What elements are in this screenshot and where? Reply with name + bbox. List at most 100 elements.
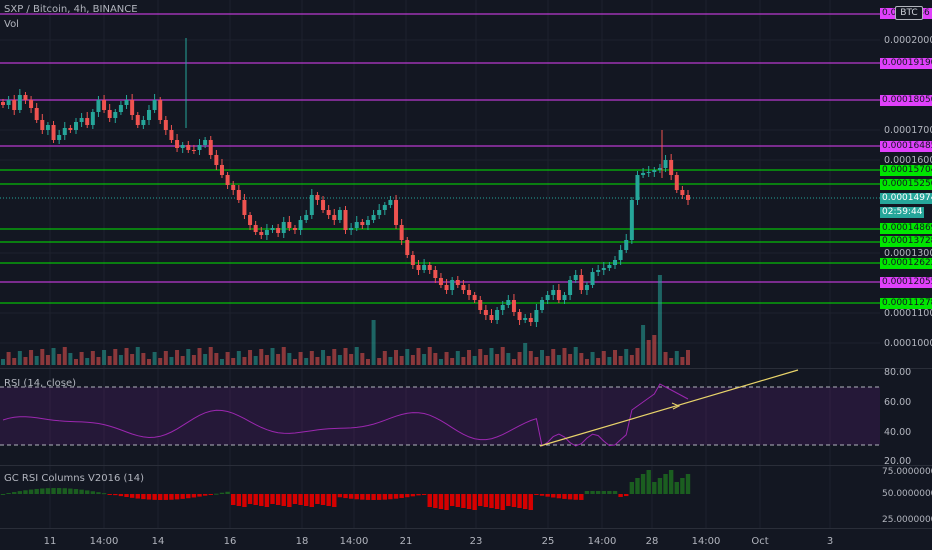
volume-bar <box>349 354 354 365</box>
candle-body <box>253 225 258 232</box>
volume-bar <box>118 355 123 365</box>
volume-bar <box>579 353 584 365</box>
gc-column <box>354 494 359 500</box>
volume-bar <box>135 347 140 365</box>
time-label: 28 <box>645 536 659 547</box>
gc-column <box>219 492 225 494</box>
candle-body <box>326 210 331 215</box>
gc-column <box>646 470 651 494</box>
volume-bar <box>337 355 342 365</box>
rsi-trendline <box>539 369 799 447</box>
volume-bar <box>180 356 185 365</box>
currency-badge[interactable]: BTC <box>895 6 923 20</box>
pane-separator-gc[interactable] <box>0 465 932 466</box>
gc-column <box>685 474 691 494</box>
volume-bar <box>483 355 488 365</box>
candle-body <box>12 100 17 110</box>
volume-bar <box>613 350 618 365</box>
price-tick: 0.00011000 <box>884 308 932 319</box>
gc-column <box>315 494 320 504</box>
candle-body <box>551 290 556 295</box>
candle-body <box>472 295 477 300</box>
rsi-legend[interactable]: RSI (14, close) <box>4 378 77 389</box>
volume-bar <box>629 355 634 365</box>
pane-separator-rsi[interactable] <box>0 368 932 369</box>
candle-body <box>489 315 494 320</box>
volume-bar <box>365 359 370 365</box>
volume-bar <box>607 357 612 365</box>
candle-body <box>607 265 612 268</box>
candle-body <box>663 160 668 168</box>
gc-column <box>652 482 657 494</box>
price-axis[interactable]: 0.00020000 0.00017000 0.00016000 0.00013… <box>880 0 932 368</box>
candle-body <box>135 115 140 125</box>
candle-body <box>315 195 320 200</box>
gc-column <box>202 494 208 496</box>
candle-body <box>236 190 241 200</box>
gc-column <box>556 494 562 499</box>
candle-body <box>416 265 421 270</box>
gc-column <box>85 490 90 494</box>
volume-bar <box>270 348 275 365</box>
gc-column <box>152 494 157 500</box>
level-label: 0.00011278 <box>880 298 932 309</box>
candle-body <box>455 280 460 285</box>
candle-body <box>410 255 415 265</box>
volume-bar <box>495 354 500 365</box>
volume-bar <box>264 355 269 365</box>
candle-body <box>382 205 387 210</box>
gc-column <box>6 493 11 495</box>
candle-body <box>276 228 281 233</box>
gc-column <box>56 488 62 494</box>
candle-body <box>130 100 135 115</box>
rsi-tick: 60.00 <box>884 397 912 408</box>
gc-column <box>365 494 371 500</box>
volume-bar <box>34 356 39 365</box>
candle-body <box>118 105 123 112</box>
volume-bar <box>51 348 56 365</box>
gc-column <box>90 491 96 494</box>
symbol-title[interactable]: SXP / Bitcoin, 4h, BINANCE <box>4 4 138 15</box>
volume-bar <box>326 356 331 365</box>
time-label: 14:00 <box>339 536 369 547</box>
gc-rsi-legend[interactable]: GC RSI Columns V2016 (14) <box>4 473 145 484</box>
candle-body <box>23 95 28 100</box>
volume-bar <box>646 340 651 365</box>
candle-body <box>601 268 606 270</box>
candle-body <box>517 312 522 320</box>
gc-column <box>376 494 382 500</box>
gc-column <box>253 494 258 505</box>
candle-body <box>281 222 286 233</box>
candle-body <box>556 290 561 300</box>
time-label: 14:00 <box>691 536 721 547</box>
candle-body <box>545 295 550 300</box>
level-label: 0.00013728 <box>880 236 932 247</box>
gc-column <box>478 494 483 506</box>
candle-body <box>618 250 623 260</box>
volume-bar <box>680 357 685 365</box>
candle-body <box>680 190 685 195</box>
gc-axis[interactable]: 75.00000000 50.00000000 25.00000000 <box>880 465 932 528</box>
candle-body <box>304 215 309 220</box>
gc-column <box>612 491 618 494</box>
candle-body <box>169 130 174 140</box>
candle-body <box>248 215 253 225</box>
volume-legend[interactable]: Vol <box>4 19 19 30</box>
rsi-axis[interactable]: 80.00 60.00 40.00 20.00 <box>880 367 932 467</box>
volume-bar <box>163 351 168 365</box>
candle-body <box>214 155 219 165</box>
gc-column <box>118 494 124 497</box>
volume-bar <box>214 353 219 365</box>
candle-body <box>17 95 22 110</box>
gc-column <box>180 494 185 499</box>
candle-body <box>57 135 62 140</box>
gc-column <box>438 494 444 509</box>
candle-body <box>686 195 690 200</box>
gc-column <box>607 491 612 494</box>
volume-bar <box>219 359 224 365</box>
gc-column <box>360 494 365 500</box>
volume-bar <box>455 351 460 365</box>
volume-bar <box>472 356 477 365</box>
volume-bar <box>6 352 11 365</box>
